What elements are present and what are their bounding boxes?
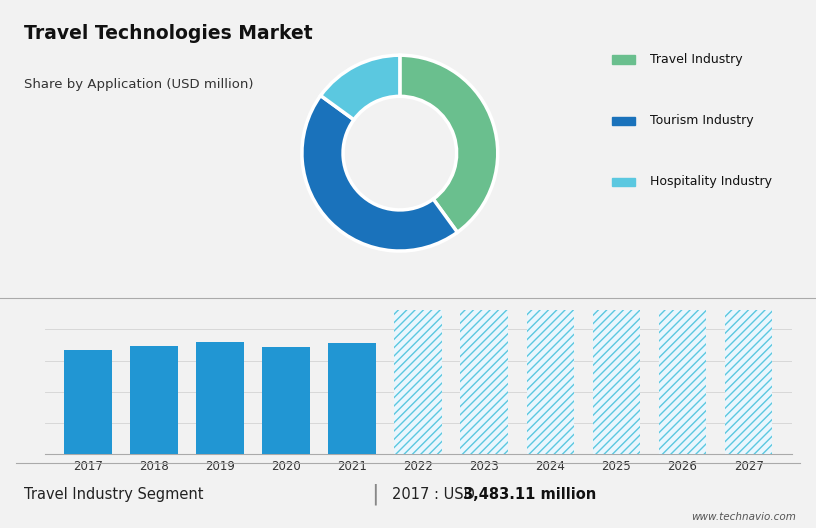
Bar — [394, 310, 442, 454]
Text: 3,483.11 million: 3,483.11 million — [463, 487, 596, 502]
Bar — [64, 350, 112, 454]
Wedge shape — [302, 96, 458, 251]
Bar — [659, 310, 707, 454]
Bar — [328, 343, 376, 454]
Bar — [526, 310, 574, 454]
Bar — [130, 346, 178, 454]
Text: www.technavio.com: www.technavio.com — [690, 512, 796, 522]
Bar — [460, 310, 508, 454]
Bar — [262, 347, 310, 454]
Text: Travel Industry Segment: Travel Industry Segment — [24, 487, 204, 502]
FancyBboxPatch shape — [612, 55, 635, 64]
Bar — [725, 310, 773, 454]
Wedge shape — [400, 55, 498, 232]
Text: Share by Application (USD million): Share by Application (USD million) — [24, 78, 254, 91]
FancyBboxPatch shape — [612, 178, 635, 186]
Bar — [526, 310, 574, 454]
Text: Tourism Industry: Tourism Industry — [650, 115, 753, 127]
Bar — [659, 310, 707, 454]
Wedge shape — [321, 55, 400, 120]
Bar — [196, 342, 244, 454]
Text: Hospitality Industry: Hospitality Industry — [650, 175, 772, 188]
FancyBboxPatch shape — [612, 117, 635, 125]
Text: Travel Industry: Travel Industry — [650, 53, 743, 66]
Text: Travel Technologies Market: Travel Technologies Market — [24, 24, 313, 43]
Bar — [460, 310, 508, 454]
Bar — [592, 310, 641, 454]
Bar — [592, 310, 641, 454]
Bar — [725, 310, 773, 454]
Text: |: | — [371, 484, 379, 505]
Bar — [394, 310, 442, 454]
Text: 2017 : USD: 2017 : USD — [392, 487, 479, 502]
